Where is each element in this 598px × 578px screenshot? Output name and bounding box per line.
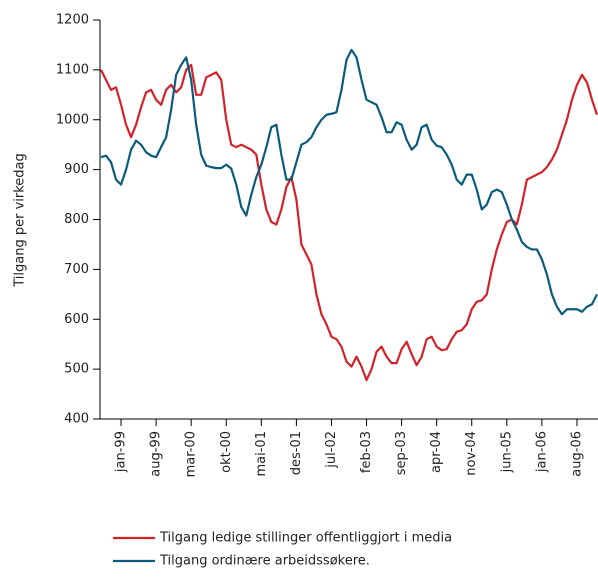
line-series: [100, 63, 598, 382]
y-tick-label: 800: [64, 212, 89, 227]
x-tick-label: jan-99: [114, 431, 129, 473]
x-tick-label: sep-03: [394, 431, 409, 475]
x-tick-label: okt-00: [219, 431, 234, 473]
legend-label: Tilgang ordinære arbeidssøkere.: [159, 554, 370, 569]
x-tick-label: jan-06: [534, 431, 549, 473]
y-tick-label: 700: [64, 262, 89, 277]
y-tick-label: 600: [64, 312, 89, 327]
x-tick-label: aug-06: [569, 431, 584, 477]
y-axis-label: Tilgang per virkedag: [13, 153, 28, 288]
x-tick-label: apr-04: [429, 431, 444, 473]
x-tick-label: jul-02: [324, 431, 339, 469]
y-tick-label: 900: [64, 162, 89, 177]
y-tick-label: 1100: [56, 62, 89, 77]
y-tick-label: 1200: [56, 13, 89, 28]
x-tick-label: mai-01: [254, 431, 269, 476]
x-tick-label: nov-04: [464, 431, 479, 476]
y-tick-label: 500: [64, 362, 89, 377]
x-tick-label: des-01: [289, 431, 304, 475]
legend-label: Tilgang ledige stillinger offentliggjort…: [159, 531, 452, 546]
x-tick-label: jun-05: [499, 431, 514, 473]
line-series: [100, 48, 598, 316]
x-tick-label: mar-00: [184, 431, 199, 477]
y-tick-label: 1000: [56, 112, 89, 127]
y-tick-label: 400: [64, 412, 89, 427]
x-tick-label: feb-03: [359, 431, 374, 473]
x-tick-label: aug-99: [149, 431, 164, 477]
